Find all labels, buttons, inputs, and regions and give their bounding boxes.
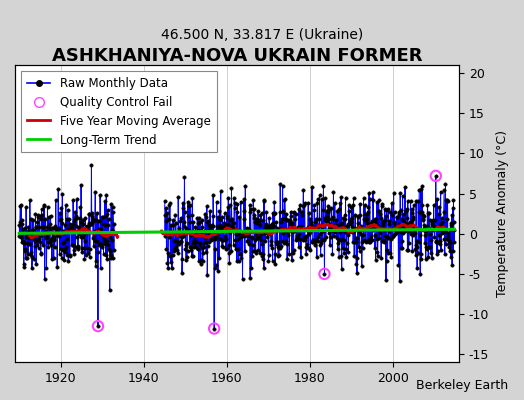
Five Year Moving Average bbox=[80, 226, 86, 231]
Long-Term Trend bbox=[367, 228, 373, 232]
Quality Control Fail bbox=[210, 325, 219, 332]
Long-Term Trend bbox=[324, 228, 330, 233]
Long-Term Trend bbox=[314, 228, 320, 233]
Raw Monthly Data bbox=[80, 222, 86, 227]
Quality Control Fail bbox=[320, 271, 329, 277]
Raw Monthly Data bbox=[16, 222, 23, 227]
Raw Monthly Data bbox=[451, 228, 457, 233]
Five Year Moving Average bbox=[248, 230, 254, 234]
Quality Control Fail bbox=[432, 173, 440, 179]
Raw Monthly Data bbox=[324, 219, 330, 224]
Quality Control Fail bbox=[94, 323, 102, 329]
Raw Monthly Data bbox=[314, 201, 320, 206]
Five Year Moving Average bbox=[324, 222, 330, 227]
Long-Term Trend bbox=[16, 231, 23, 236]
Line: Long-Term Trend: Long-Term Trend bbox=[19, 229, 454, 233]
Long-Term Trend bbox=[451, 227, 457, 232]
Title: ASHKHANIYA-NOVA UKRAIN FORMER: ASHKHANIYA-NOVA UKRAIN FORMER bbox=[52, 47, 422, 65]
Five Year Moving Average bbox=[367, 224, 373, 229]
Text: Berkeley Earth: Berkeley Earth bbox=[416, 379, 508, 392]
Line: Raw Monthly Data: Raw Monthly Data bbox=[17, 163, 456, 330]
Y-axis label: Temperature Anomaly (°C): Temperature Anomaly (°C) bbox=[496, 130, 509, 297]
Raw Monthly Data bbox=[248, 235, 255, 240]
Text: 46.500 N, 33.817 E (Ukraine): 46.500 N, 33.817 E (Ukraine) bbox=[161, 28, 363, 42]
Long-Term Trend bbox=[122, 230, 128, 235]
Line: Five Year Moving Average: Five Year Moving Average bbox=[29, 224, 444, 238]
Legend: Raw Monthly Data, Quality Control Fail, Five Year Moving Average, Long-Term Tren: Raw Monthly Data, Quality Control Fail, … bbox=[21, 71, 216, 152]
Five Year Moving Average bbox=[314, 226, 320, 230]
Raw Monthly Data bbox=[367, 224, 373, 229]
Long-Term Trend bbox=[248, 229, 254, 234]
Long-Term Trend bbox=[80, 230, 86, 235]
